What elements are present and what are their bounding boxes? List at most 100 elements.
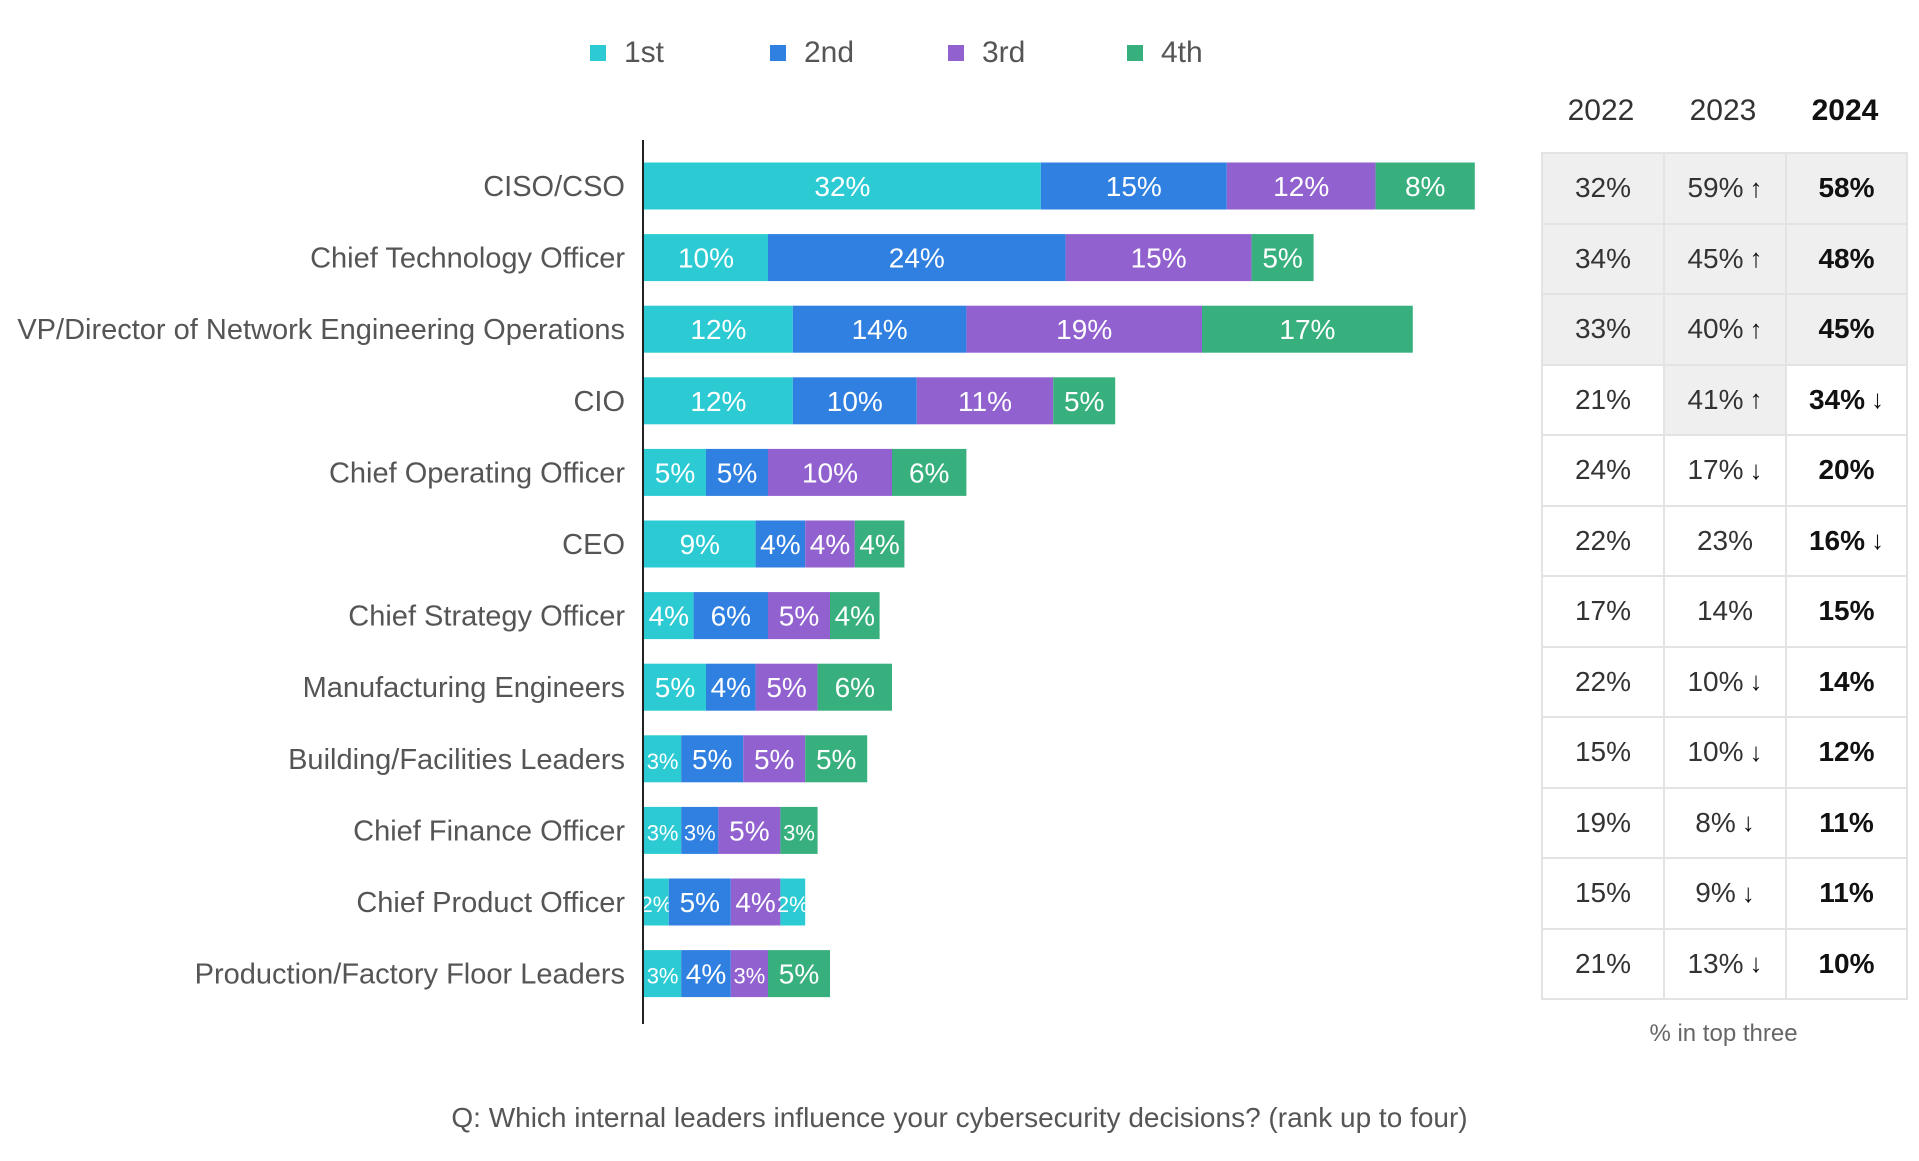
category-label: VP/Director of Network Engineering Opera… xyxy=(17,314,625,346)
table-cell-value: 9% xyxy=(1695,877,1736,909)
bar-segment xyxy=(792,305,967,353)
arrow-down-icon: ↓ xyxy=(1741,877,1755,908)
category-label: Chief Product Officer xyxy=(356,887,625,919)
legend-swatch xyxy=(590,45,606,61)
data-label: 3% xyxy=(647,820,679,845)
data-label: 19% xyxy=(1056,314,1112,345)
arrow-down-icon: ↓ xyxy=(1749,736,1763,767)
bar-segment xyxy=(644,735,682,783)
table-cell: 48% xyxy=(1787,224,1908,295)
bar-segment xyxy=(644,878,669,926)
bar-segment xyxy=(681,950,731,998)
bar-segment xyxy=(1040,162,1227,210)
bar-segment xyxy=(681,735,744,783)
bar-segment xyxy=(780,806,818,854)
data-label: 4% xyxy=(711,672,751,703)
bar-segment xyxy=(644,377,793,425)
table-cell: 33% xyxy=(1543,295,1665,366)
bar-segment xyxy=(693,592,768,640)
legend-item-4th: 4th xyxy=(1127,36,1203,70)
data-label: 4% xyxy=(835,601,875,632)
data-label: 4% xyxy=(735,887,775,918)
data-label: 9% xyxy=(680,529,720,560)
bar-segment xyxy=(743,735,806,783)
bar-segment xyxy=(966,305,1202,353)
table-cell-value: 10% xyxy=(1687,736,1744,768)
table-cell: 40% ↑ xyxy=(1665,295,1787,366)
table-cell-value: 15% xyxy=(1818,595,1875,627)
table-cell-value: 20% xyxy=(1818,454,1875,486)
bar-segment xyxy=(1053,377,1116,425)
bar-segment xyxy=(644,448,706,496)
table-cell-value: 15% xyxy=(1574,736,1632,768)
table-cell: 58% xyxy=(1787,154,1908,225)
bar-segment xyxy=(644,305,793,353)
bar-segment xyxy=(730,950,768,998)
data-label: 5% xyxy=(779,959,819,990)
table-cell: 21% xyxy=(1543,365,1665,436)
table-cell: 16% ↓ xyxy=(1787,506,1908,577)
bar-segment xyxy=(830,592,880,640)
table-cell-value: 23% xyxy=(1696,524,1754,556)
bar-segment xyxy=(916,377,1054,425)
table-cell: 10% xyxy=(1787,929,1908,1000)
table-cell-value: 17% xyxy=(1574,595,1632,627)
arrow-down-icon: ↓ xyxy=(1749,454,1763,485)
table-cell: 9% ↓ xyxy=(1665,859,1787,930)
table-cell-value: 34% xyxy=(1808,383,1866,415)
bar-segment xyxy=(755,520,806,568)
table-cell: 13% ↓ xyxy=(1665,929,1787,1000)
arrow-up-icon: ↑ xyxy=(1749,172,1763,203)
data-label: 8% xyxy=(1405,171,1445,202)
bar-segment xyxy=(768,592,830,640)
category-label: CIO xyxy=(573,386,625,418)
data-label: 17% xyxy=(1279,314,1335,345)
arrow-down-icon: ↓ xyxy=(1871,525,1885,556)
category-label: Chief Technology Officer xyxy=(310,243,625,275)
data-label: 2% xyxy=(777,892,809,917)
data-label: 5% xyxy=(655,672,695,703)
bar-segment xyxy=(755,663,818,711)
table-cell: 15% xyxy=(1787,577,1908,648)
category-label: Production/Factory Floor Leaders xyxy=(195,959,625,991)
data-label: 5% xyxy=(655,457,695,488)
data-label: 4% xyxy=(859,529,899,560)
table-cell-value: 22% xyxy=(1574,665,1632,697)
legend-swatch xyxy=(770,45,786,61)
table-cell-value: 11% xyxy=(1819,877,1874,909)
data-label: 5% xyxy=(717,457,757,488)
bar-segment xyxy=(1065,234,1252,282)
legend-swatch xyxy=(948,45,964,61)
bar-segment xyxy=(644,592,694,640)
data-label: 12% xyxy=(690,314,746,345)
data-label: 11% xyxy=(958,386,1012,417)
bar-segment xyxy=(854,520,905,568)
category-label: Manufacturing Engineers xyxy=(303,672,625,704)
table-cell-value: 10% xyxy=(1818,947,1875,979)
bar-segment xyxy=(644,520,756,568)
data-label: 12% xyxy=(690,386,746,417)
year-header-2024: 2024 xyxy=(1811,94,1879,127)
arrow-down-icon: ↓ xyxy=(1741,807,1755,838)
table-cell-value: 41% xyxy=(1687,383,1744,415)
table-cell-value: 34% xyxy=(1574,242,1632,274)
bar-segment xyxy=(892,448,967,496)
data-label: 2% xyxy=(641,892,673,917)
bar-segment xyxy=(768,448,892,496)
data-label: 4% xyxy=(760,529,800,560)
data-label: 6% xyxy=(835,672,875,703)
table-cell: 20% xyxy=(1787,436,1908,507)
table-cell: 8% ↓ xyxy=(1665,788,1787,859)
table-cell: 17% ↓ xyxy=(1665,436,1787,507)
data-label: 6% xyxy=(711,601,751,632)
bar-segment xyxy=(768,950,830,998)
data-label: 3% xyxy=(734,964,766,989)
table-cell-value: 45% xyxy=(1687,242,1744,274)
table-cell-value: 24% xyxy=(1574,454,1632,486)
year-header-2022: 2022 xyxy=(1567,94,1635,127)
data-label: 10% xyxy=(802,457,858,488)
table-cell-value: 58% xyxy=(1818,172,1875,204)
table-cell-value: 22% xyxy=(1574,524,1632,556)
table-cell-value: 15% xyxy=(1574,877,1632,909)
legend-item-3rd: 3rd xyxy=(948,36,1025,70)
